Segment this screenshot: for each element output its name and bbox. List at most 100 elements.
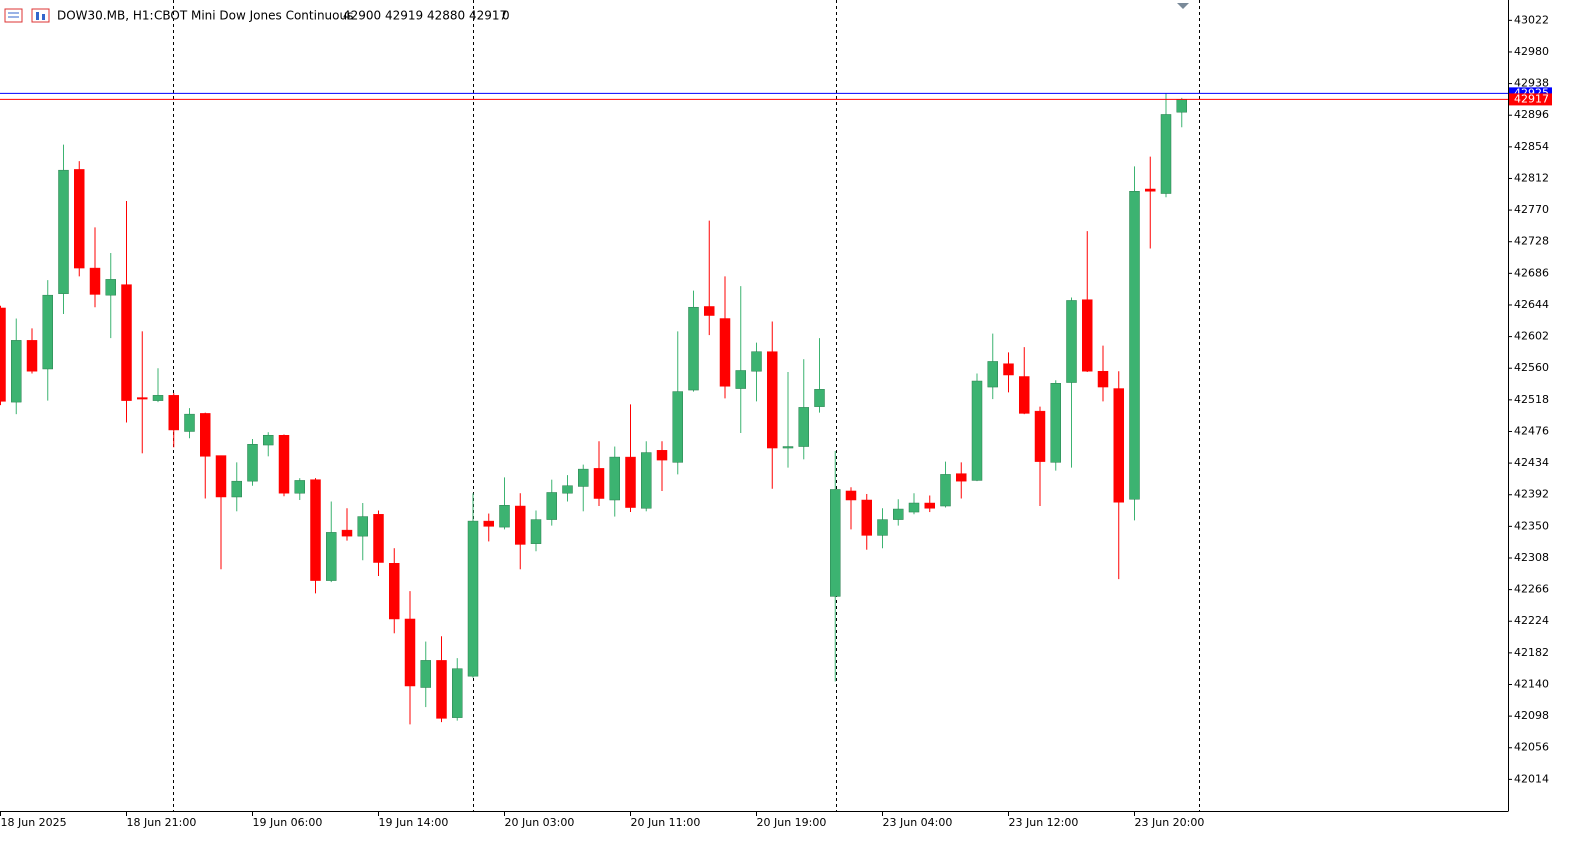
candle-body: [467, 520, 479, 677]
candle-body: [168, 395, 179, 431]
candle-body: [971, 380, 983, 481]
candle-body: [1082, 299, 1093, 372]
symbol: DOW30.MB, H1:: [57, 9, 154, 23]
candle-body: [956, 473, 967, 482]
candle-body: [625, 456, 636, 508]
candle-body: [908, 502, 920, 513]
spread: 0: [502, 9, 510, 23]
candle-body: [215, 455, 227, 498]
x-tick-label: 23 Jun 04:00: [883, 816, 953, 829]
candle-body: [357, 516, 368, 537]
candle-body: [452, 668, 463, 718]
x-tick-label: 23 Jun 12:00: [1009, 816, 1079, 829]
candle-body: [719, 318, 731, 387]
candle-body: [830, 489, 841, 597]
y-tick-label: 42224: [1514, 614, 1549, 627]
candle-body: [735, 370, 746, 389]
icon[interactable]: [31, 8, 50, 23]
x-tick-label: 18 Jun 21:00: [127, 816, 197, 829]
candle-body: [1003, 363, 1014, 376]
candle-body: [1097, 370, 1109, 388]
candle-body: [436, 660, 447, 719]
candle-body: [704, 306, 715, 316]
candle-body: [247, 444, 258, 482]
candle-body: [814, 389, 825, 407]
price-label-box: [1509, 93, 1552, 106]
y-tick-label: 42770: [1514, 203, 1549, 216]
toolbar-icons: [4, 8, 50, 23]
candle-body: [1129, 191, 1140, 500]
y-tick-label: 43022: [1514, 13, 1549, 26]
candle-body: [845, 490, 857, 501]
y-tick-label: 42938: [1514, 77, 1549, 90]
candle-body: [200, 413, 211, 457]
candle-body: [263, 434, 274, 446]
x-tick-label: 19 Jun 14:00: [379, 816, 449, 829]
candle-body: [326, 532, 337, 581]
x-tick-label: 19 Jun 06:00: [253, 816, 323, 829]
candle-body: [404, 618, 416, 687]
candle-body: [137, 397, 148, 400]
candle-body: [1034, 410, 1046, 462]
candle-body: [74, 169, 85, 269]
y-tick-label: 42056: [1514, 741, 1549, 754]
candle-body: [593, 468, 605, 499]
candle-body: [0, 307, 6, 402]
y-tick-label: 42434: [1514, 456, 1549, 469]
x-tick-label: 20 Jun 11:00: [631, 816, 701, 829]
y-tick-label: 42854: [1514, 140, 1549, 153]
y-tick-label: 42560: [1514, 361, 1549, 374]
y-tick-label: 42686: [1514, 266, 1549, 279]
candle-body: [515, 505, 526, 545]
y-tick-label: 42980: [1514, 45, 1549, 58]
candle-body: [546, 492, 557, 520]
icon[interactable]: [4, 8, 23, 23]
y-tick-label: 42266: [1514, 583, 1549, 596]
icon-bar: [36, 12, 39, 20]
candle-body: [1176, 99, 1187, 113]
candle-body: [751, 351, 762, 372]
shift-marker[interactable]: [1177, 3, 1189, 9]
y-tick-label: 42728: [1514, 235, 1549, 248]
candle-body: [767, 351, 778, 449]
x-tick-label: 18 Jun 2025: [1, 816, 67, 829]
candle-body: [861, 499, 872, 536]
description: CBOT Mini Dow Jones Continuous: [154, 9, 353, 23]
candle-body: [11, 340, 22, 403]
candle-body: [121, 284, 132, 401]
y-tick-label: 42896: [1514, 108, 1549, 121]
y-tick-label: 42392: [1514, 488, 1549, 501]
candle-body: [530, 519, 542, 544]
candle-body: [499, 505, 510, 528]
candle-body: [294, 480, 305, 494]
y-tick-label: 42602: [1514, 330, 1549, 343]
y-tick-label: 42140: [1514, 677, 1549, 690]
candle-body: [782, 446, 794, 449]
candle-body: [42, 294, 53, 370]
x-tick-label: 23 Jun 20:00: [1135, 816, 1205, 829]
candle-body: [1160, 114, 1172, 194]
y-tick-label: 42014: [1514, 772, 1549, 785]
candle-body: [1050, 383, 1061, 463]
icon-bar: [42, 14, 45, 20]
quote: 42900 42919 42880 42917: [343, 9, 507, 23]
y-tick-label: 42812: [1514, 171, 1549, 184]
candle-body: [483, 520, 494, 527]
candle-body: [578, 468, 589, 487]
candle-body: [877, 519, 888, 536]
candle-body: [389, 563, 400, 620]
candle-body: [798, 407, 809, 447]
candle-body: [672, 391, 683, 463]
y-tick-label: 42476: [1514, 424, 1549, 437]
candle-body: [278, 434, 290, 494]
candle-body: [184, 413, 195, 432]
y-tick-label: 42350: [1514, 519, 1549, 532]
candle-body: [58, 169, 69, 294]
y-tick-label: 42644: [1514, 298, 1549, 311]
candle-body: [89, 267, 101, 295]
candle-body: [893, 508, 904, 520]
candle-body: [231, 480, 242, 498]
candle-body: [420, 660, 431, 688]
y-tick-label: 42098: [1514, 709, 1549, 722]
